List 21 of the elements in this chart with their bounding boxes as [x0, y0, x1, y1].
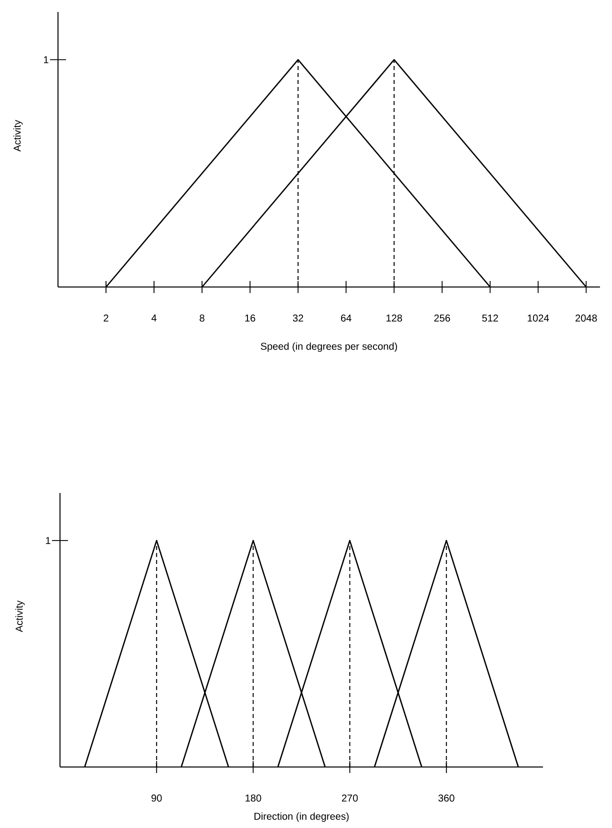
x-tick-label: 32 — [292, 314, 304, 322]
x-tick-label: 512 — [482, 314, 498, 322]
x-tick-label: 4 — [151, 314, 157, 322]
x-tick-label: 128 — [386, 314, 402, 322]
x-tick-label: 256 — [434, 314, 450, 322]
y-axis-title: Activity — [15, 600, 25, 632]
x-tick-label: 8 — [200, 314, 204, 322]
x-tick-label: 90 — [152, 794, 162, 802]
x-axis-title: Speed (in degrees per second) — [260, 342, 397, 352]
text: 1 — [44, 56, 48, 64]
text: 1 — [46, 537, 50, 544]
x-axis-title: Direction (in degrees) — [254, 812, 349, 822]
y-axis-title: Activity — [13, 120, 23, 152]
x-tick-label: 180 — [246, 794, 262, 802]
x-tick-label: 1024 — [528, 314, 549, 322]
x-tick-label: 16 — [245, 314, 256, 322]
x-tick-label: 64 — [341, 314, 352, 322]
x-tick-label: 2 — [104, 314, 108, 322]
x-tick-label: 360 — [438, 794, 454, 802]
x-tick-label: 2048 — [576, 314, 597, 322]
x-tick-label: 270 — [342, 794, 358, 802]
